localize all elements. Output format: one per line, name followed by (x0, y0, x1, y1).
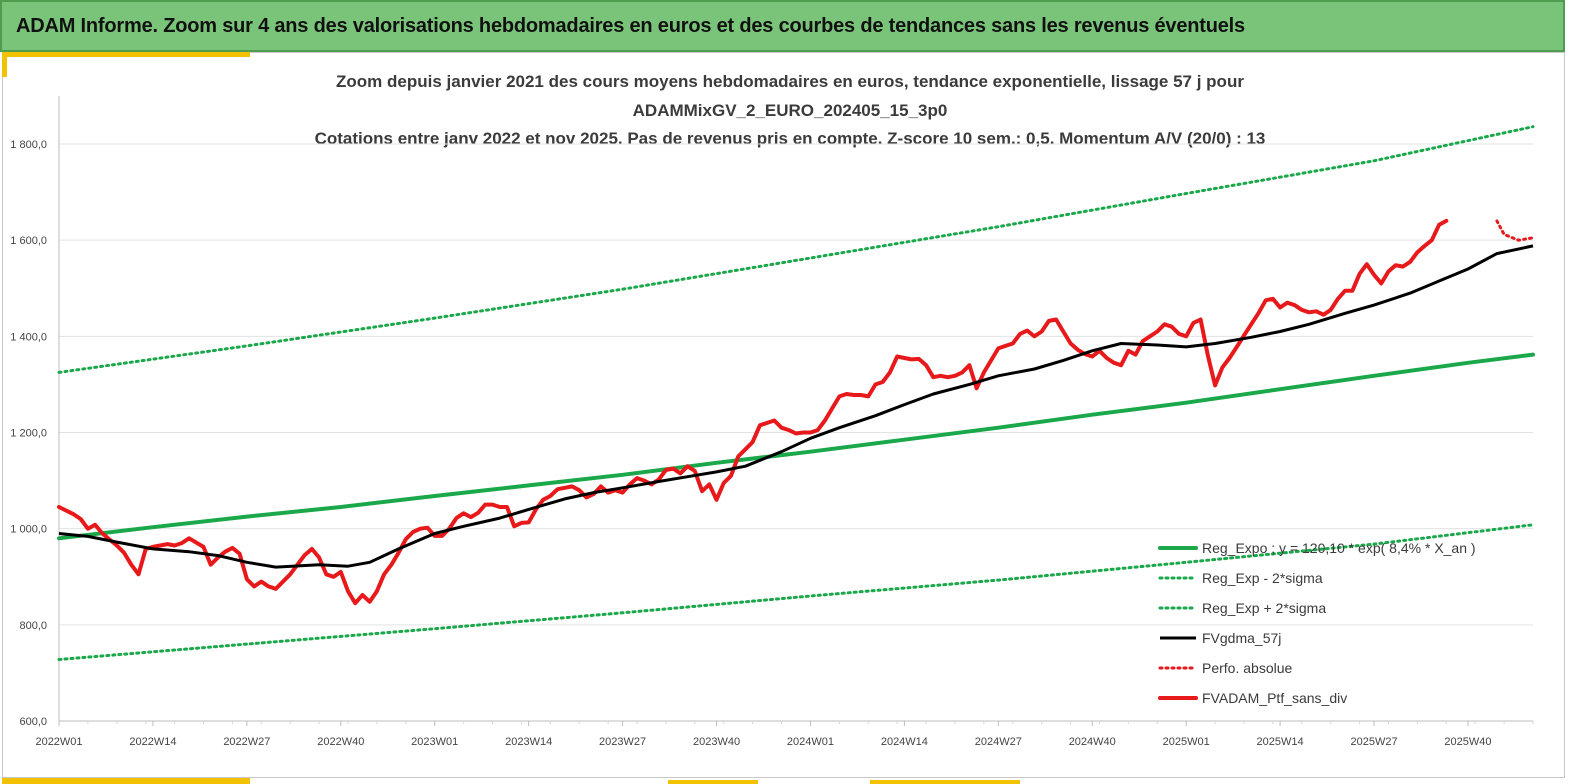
perfo-absolue-line (1495, 219, 1535, 242)
x-tick-label: 2022W14 (129, 736, 176, 748)
accent-bottom-middle (668, 780, 758, 784)
y-tick-label: 1 200,0 (10, 428, 47, 440)
y-tick-label: 1 800,0 (10, 139, 47, 151)
fvgdma-57j-line (58, 244, 1534, 569)
legend-label-fvgdma-57j-line: FVgdma_57j (1202, 630, 1281, 646)
x-tick-label: 2024W27 (975, 736, 1022, 748)
accent-top-left (2, 52, 250, 57)
legend-label-reg-minus-2sigma-line: Reg_Exp - 2*sigma (1202, 570, 1323, 586)
x-axis-ticks: 2022W01 2022W14 2022W27 2022W40 2023W01 2023W… (35, 721, 1534, 748)
x-tick-label: 2023W01 (411, 736, 458, 748)
x-tick-label: 2024W01 (787, 736, 834, 748)
chart-frame (2, 52, 1565, 778)
x-tick-label: 2025W14 (1257, 736, 1304, 748)
chart-title-line-2: ADAMMixGV_2_EURO_202405_15_3p0 (632, 101, 948, 120)
y-tick-label: 1 000,0 (10, 524, 47, 536)
x-tick-label: 2025W40 (1444, 736, 1491, 748)
accent-bottom-left (2, 778, 250, 784)
header-title: ADAM Informe. Zoom sur 4 ans des valoris… (16, 14, 1245, 37)
x-tick-label: 2022W27 (223, 736, 270, 748)
x-tick-label: 2023W27 (599, 736, 646, 748)
legend-label-reg-expo-line: Reg_Expo ; y = 120,10 * exp( 8,4% * X_an… (1202, 540, 1476, 556)
chart-title-line-1: Zoom depuis janvier 2021 des cours moyen… (336, 72, 1244, 91)
accent-bottom-middle-2 (870, 780, 1020, 784)
x-tick-label: 2023W14 (505, 736, 552, 748)
series-lines (57, 125, 1535, 661)
y-axis-ticks: 600,0 800,0 1 000,0 1 200,0 1 400,0 1 600,0 1 … (10, 139, 47, 728)
chart-title-line-3: Cotations entre janv 2022 et nov 2025. P… (314, 129, 1266, 148)
fvadam-ptf-line (57, 218, 1449, 606)
y-tick-label: 600,0 (19, 716, 47, 728)
reg-minus-2sigma-line (57, 523, 1535, 661)
y-tick-label: 800,0 (19, 620, 47, 632)
reg-expo-line (57, 352, 1535, 541)
legend: Reg_Expo ; y = 120,10 * exp( 8,4% * X_an… (1158, 540, 1476, 706)
x-tick-label: 2025W01 (1163, 736, 1210, 748)
legend-label-reg-plus-2sigma-line: Reg_Exp + 2*sigma (1202, 600, 1326, 616)
header-banner: ADAM Informe. Zoom sur 4 ans des valoris… (0, 0, 1565, 52)
x-tick-label: 2024W40 (1069, 736, 1116, 748)
legend-label-perfo-absolue-line: Perfo. absolue (1202, 660, 1292, 676)
x-tick-label: 2025W27 (1350, 736, 1397, 748)
x-tick-label: 2022W01 (35, 736, 82, 748)
x-tick-label: 2022W40 (317, 736, 364, 748)
reg-plus-2sigma-line (57, 125, 1535, 374)
gridlines (58, 96, 1533, 722)
legend-label-fvadam-ptf-line: FVADAM_Ptf_sans_div (1202, 690, 1347, 706)
x-tick-label: 2023W40 (693, 736, 740, 748)
y-tick-label: 1 400,0 (10, 331, 47, 343)
x-tick-label: 2024W14 (881, 736, 928, 748)
accent-left (2, 52, 7, 77)
y-tick-label: 1 600,0 (10, 235, 47, 247)
